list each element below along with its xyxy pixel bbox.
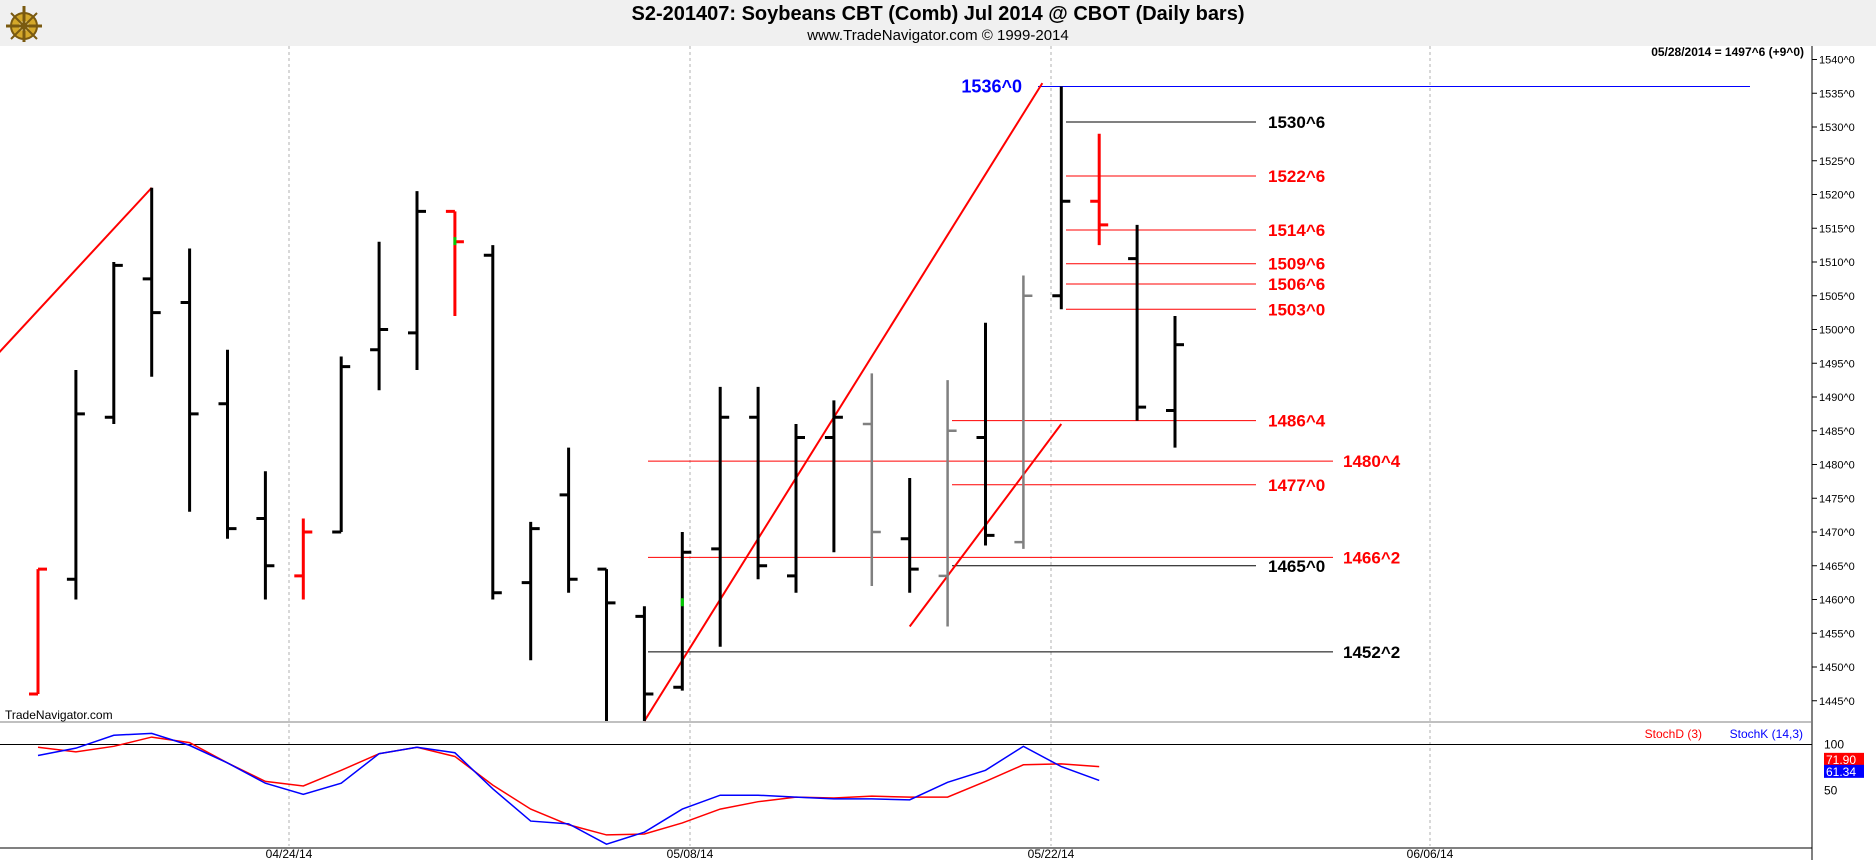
x-tick-label: 05/22/14 [1028, 847, 1075, 860]
y-tick-label: 1460^0 [1819, 595, 1855, 607]
stoch-tick-label: 100 [1824, 737, 1844, 751]
stochk-value-box [1824, 764, 1864, 778]
chart-plot-area[interactable]: 05/28/2014 = 1497^6 (+9^0) TradeNavigato… [0, 46, 1876, 860]
price-readout: 05/28/2014 = 1497^6 (+9^0) [1651, 46, 1804, 59]
stochd-value-box [1824, 752, 1864, 766]
level-label: 1506^6 [1268, 275, 1325, 294]
stochd-value-label: 71.90 [1826, 753, 1856, 767]
level-label: 1536^0 [961, 77, 1022, 97]
y-tick-label: 1470^0 [1819, 527, 1855, 539]
chart-title: S2-201407: Soybeans CBT (Comb) Jul 2014 … [631, 3, 1245, 25]
y-tick-label: 1475^0 [1819, 493, 1855, 505]
x-tick-label: 05/08/14 [667, 847, 714, 860]
stochd-legend: StochD (3) [1645, 727, 1702, 741]
y-tick-label: 1530^0 [1819, 122, 1855, 134]
y-tick-label: 1455^0 [1819, 628, 1855, 640]
chart-header: S2-201407: Soybeans CBT (Comb) Jul 2014 … [0, 0, 1876, 46]
trade-navigator-logo-icon [6, 6, 42, 42]
y-tick-label: 1500^0 [1819, 325, 1855, 337]
level-label: 1514^6 [1268, 221, 1325, 240]
level-label: 1452^2 [1343, 643, 1400, 662]
y-tick-label: 1485^0 [1819, 426, 1855, 438]
y-tick-label: 1520^0 [1819, 190, 1855, 202]
stochk-legend: StochK (14,3) [1730, 727, 1803, 741]
x-tick-label: 06/06/14 [1407, 847, 1454, 860]
level-label: 1530^6 [1268, 113, 1325, 132]
chart-subtitle: www.TradeNavigator.com © 1999-2014 [807, 27, 1069, 44]
y-tick-label: 1490^0 [1819, 392, 1855, 404]
level-label: 1503^0 [1268, 300, 1325, 319]
stoch-tick-label: 50 [1824, 784, 1838, 798]
trendline [643, 82, 1044, 722]
watermark-label: TradeNavigator.com [5, 708, 113, 722]
stochd-line [37, 736, 1100, 836]
y-tick-label: 1505^0 [1819, 291, 1855, 303]
level-label: 1509^6 [1268, 255, 1325, 274]
y-tick-label: 1510^0 [1819, 257, 1855, 269]
level-label: 1486^4 [1268, 412, 1326, 431]
y-tick-label: 1535^0 [1819, 88, 1855, 100]
level-label: 1480^4 [1343, 452, 1401, 471]
y-tick-label: 1445^0 [1819, 696, 1855, 708]
trendline [0, 187, 153, 353]
stochk-line [37, 732, 1100, 845]
y-tick-label: 1480^0 [1819, 460, 1855, 472]
level-label: 1466^2 [1343, 548, 1400, 567]
stochk-value-label: 61.34 [1826, 765, 1856, 779]
x-tick-label: 04/24/14 [266, 847, 313, 860]
y-tick-label: 1450^0 [1819, 662, 1855, 674]
y-tick-label: 1525^0 [1819, 156, 1855, 168]
level-label: 1477^0 [1268, 476, 1325, 495]
level-label: 1465^0 [1268, 557, 1325, 576]
y-tick-label: 1495^0 [1819, 358, 1855, 370]
y-tick-label: 1465^0 [1819, 561, 1855, 573]
y-tick-label: 1540^0 [1819, 55, 1855, 67]
y-tick-label: 1515^0 [1819, 223, 1855, 235]
level-label: 1522^6 [1268, 167, 1325, 186]
